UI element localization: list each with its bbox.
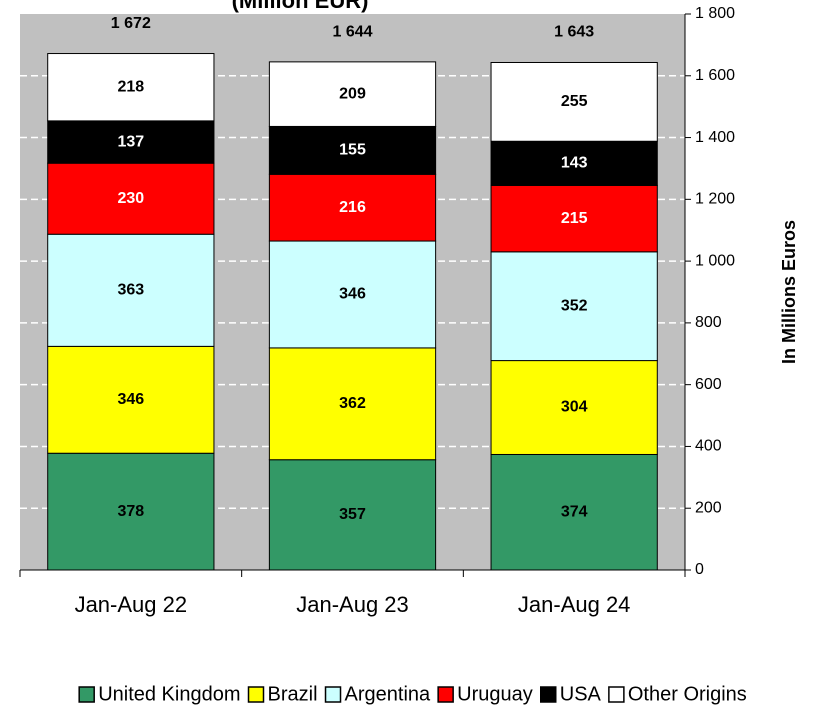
data-label: 255 [561,93,588,110]
y-tick-label: 0 [695,561,704,578]
legend-swatch [324,686,342,703]
legend-swatch [437,686,454,703]
legend-swatch [78,686,95,703]
bar-segment [268,240,437,349]
data-label: 346 [339,286,366,303]
legend-label: Brazil [268,683,318,705]
bar-segment [268,61,437,127]
bar-segment [490,140,658,186]
y-tick-label: 1 000 [695,252,735,269]
y-tick-label: 1 600 [695,67,735,84]
data-label: 304 [561,399,588,416]
bar-segment [268,125,437,175]
bar-segment [490,453,658,571]
data-label: 378 [117,503,144,520]
x-tick-label: Jan-Aug 22 [75,592,188,617]
x-tick-label: Jan-Aug 24 [518,592,631,617]
bar-segment [490,184,658,253]
data-label: 362 [339,395,366,412]
data-label: 215 [561,210,588,227]
data-label: 137 [117,133,144,150]
data-label: 346 [117,391,144,408]
total-label: 1 672 [111,15,151,32]
data-label: 374 [561,503,588,520]
bar-segment [47,162,215,235]
y-tick-label: 400 [695,438,722,455]
data-label: 363 [117,282,144,299]
y-tick-label: 1 800 [695,5,735,22]
data-label: 357 [339,506,366,523]
chart-title: (Million EUR) [232,0,369,13]
y-tick-label: 600 [695,376,722,393]
data-label: 352 [561,297,588,314]
bar-segment [490,61,658,142]
total-label: 1 643 [554,24,594,41]
data-label: 143 [561,155,588,172]
data-label: 230 [117,190,144,207]
legend-label: Other Origins [628,683,747,705]
bar-segment [47,452,215,571]
bar-segment [490,360,658,455]
bar-segment [47,53,215,122]
bar-segment [268,347,437,461]
legend-swatch [247,686,265,703]
legend-label: Argentina [345,683,431,705]
legend-swatch [608,686,625,703]
y-tick-label: 1 400 [695,129,735,146]
legend: United Kingdom Brazil Argentina Uruguay USA O… [78,683,747,705]
bar-segment [490,251,658,362]
total-label: 1 644 [332,23,372,40]
y-tick-label: 200 [695,499,722,516]
y-tick-label: 1 200 [695,191,735,208]
legend-label: Uruguay [457,683,533,705]
data-label: 155 [339,142,366,159]
bar-segment [47,120,215,164]
data-label: 218 [117,78,144,95]
legend-label: USA [560,683,602,705]
y-tick-label: 800 [695,314,722,331]
legend-label: United Kingdom [98,683,240,705]
bar-segment [47,233,215,347]
bar-segment [47,345,215,454]
y-axis-label: In Millions Euros [779,220,799,364]
data-label: 216 [339,199,366,216]
legend-swatch [540,686,557,703]
bar-segment [268,173,437,242]
data-label: 209 [339,85,366,102]
bar-segment [268,459,437,571]
x-tick-label: Jan-Aug 23 [296,592,409,617]
